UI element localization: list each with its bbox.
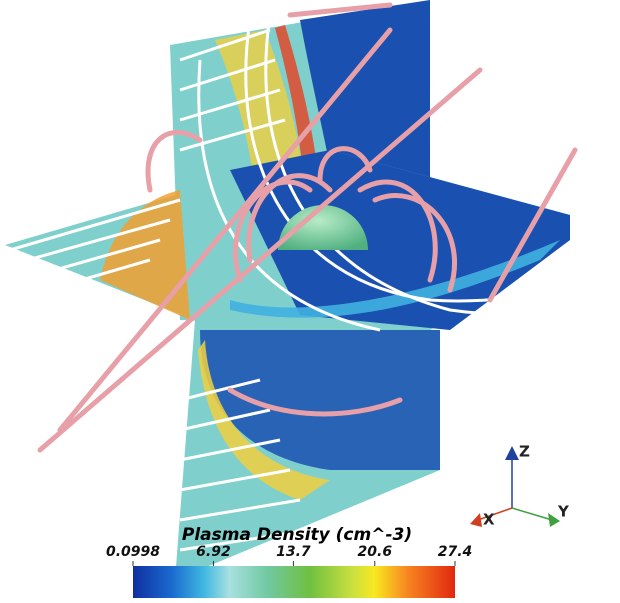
scene-3d [5, 0, 610, 580]
x-arrow [470, 513, 482, 527]
x-label: X [483, 511, 495, 529]
y-label: Y [557, 503, 570, 521]
visualization: Z Y X Plasma Density (cm^-3) 0.0998 6.92 1… [0, 0, 620, 603]
colorbar-tick-label: 27.4 [438, 544, 473, 560]
colorbar-tick-label: 0.0998 [106, 544, 160, 560]
colorbar: Plasma Density (cm^-3) 0.0998 6.92 13.7 20.… [106, 525, 472, 598]
colorbar-title: Plasma Density (cm^-3) [182, 525, 412, 545]
y-axis [512, 508, 552, 520]
colorbar-tick-label: 13.7 [276, 544, 311, 560]
colorbar-tick-label: 6.92 [196, 544, 231, 560]
axis-triad: Z Y X [470, 443, 570, 529]
z-label: Z [519, 443, 530, 461]
z-arrow [505, 446, 519, 460]
colorbar-gradient [133, 566, 455, 598]
colorbar-tick-label: 20.6 [358, 544, 393, 560]
